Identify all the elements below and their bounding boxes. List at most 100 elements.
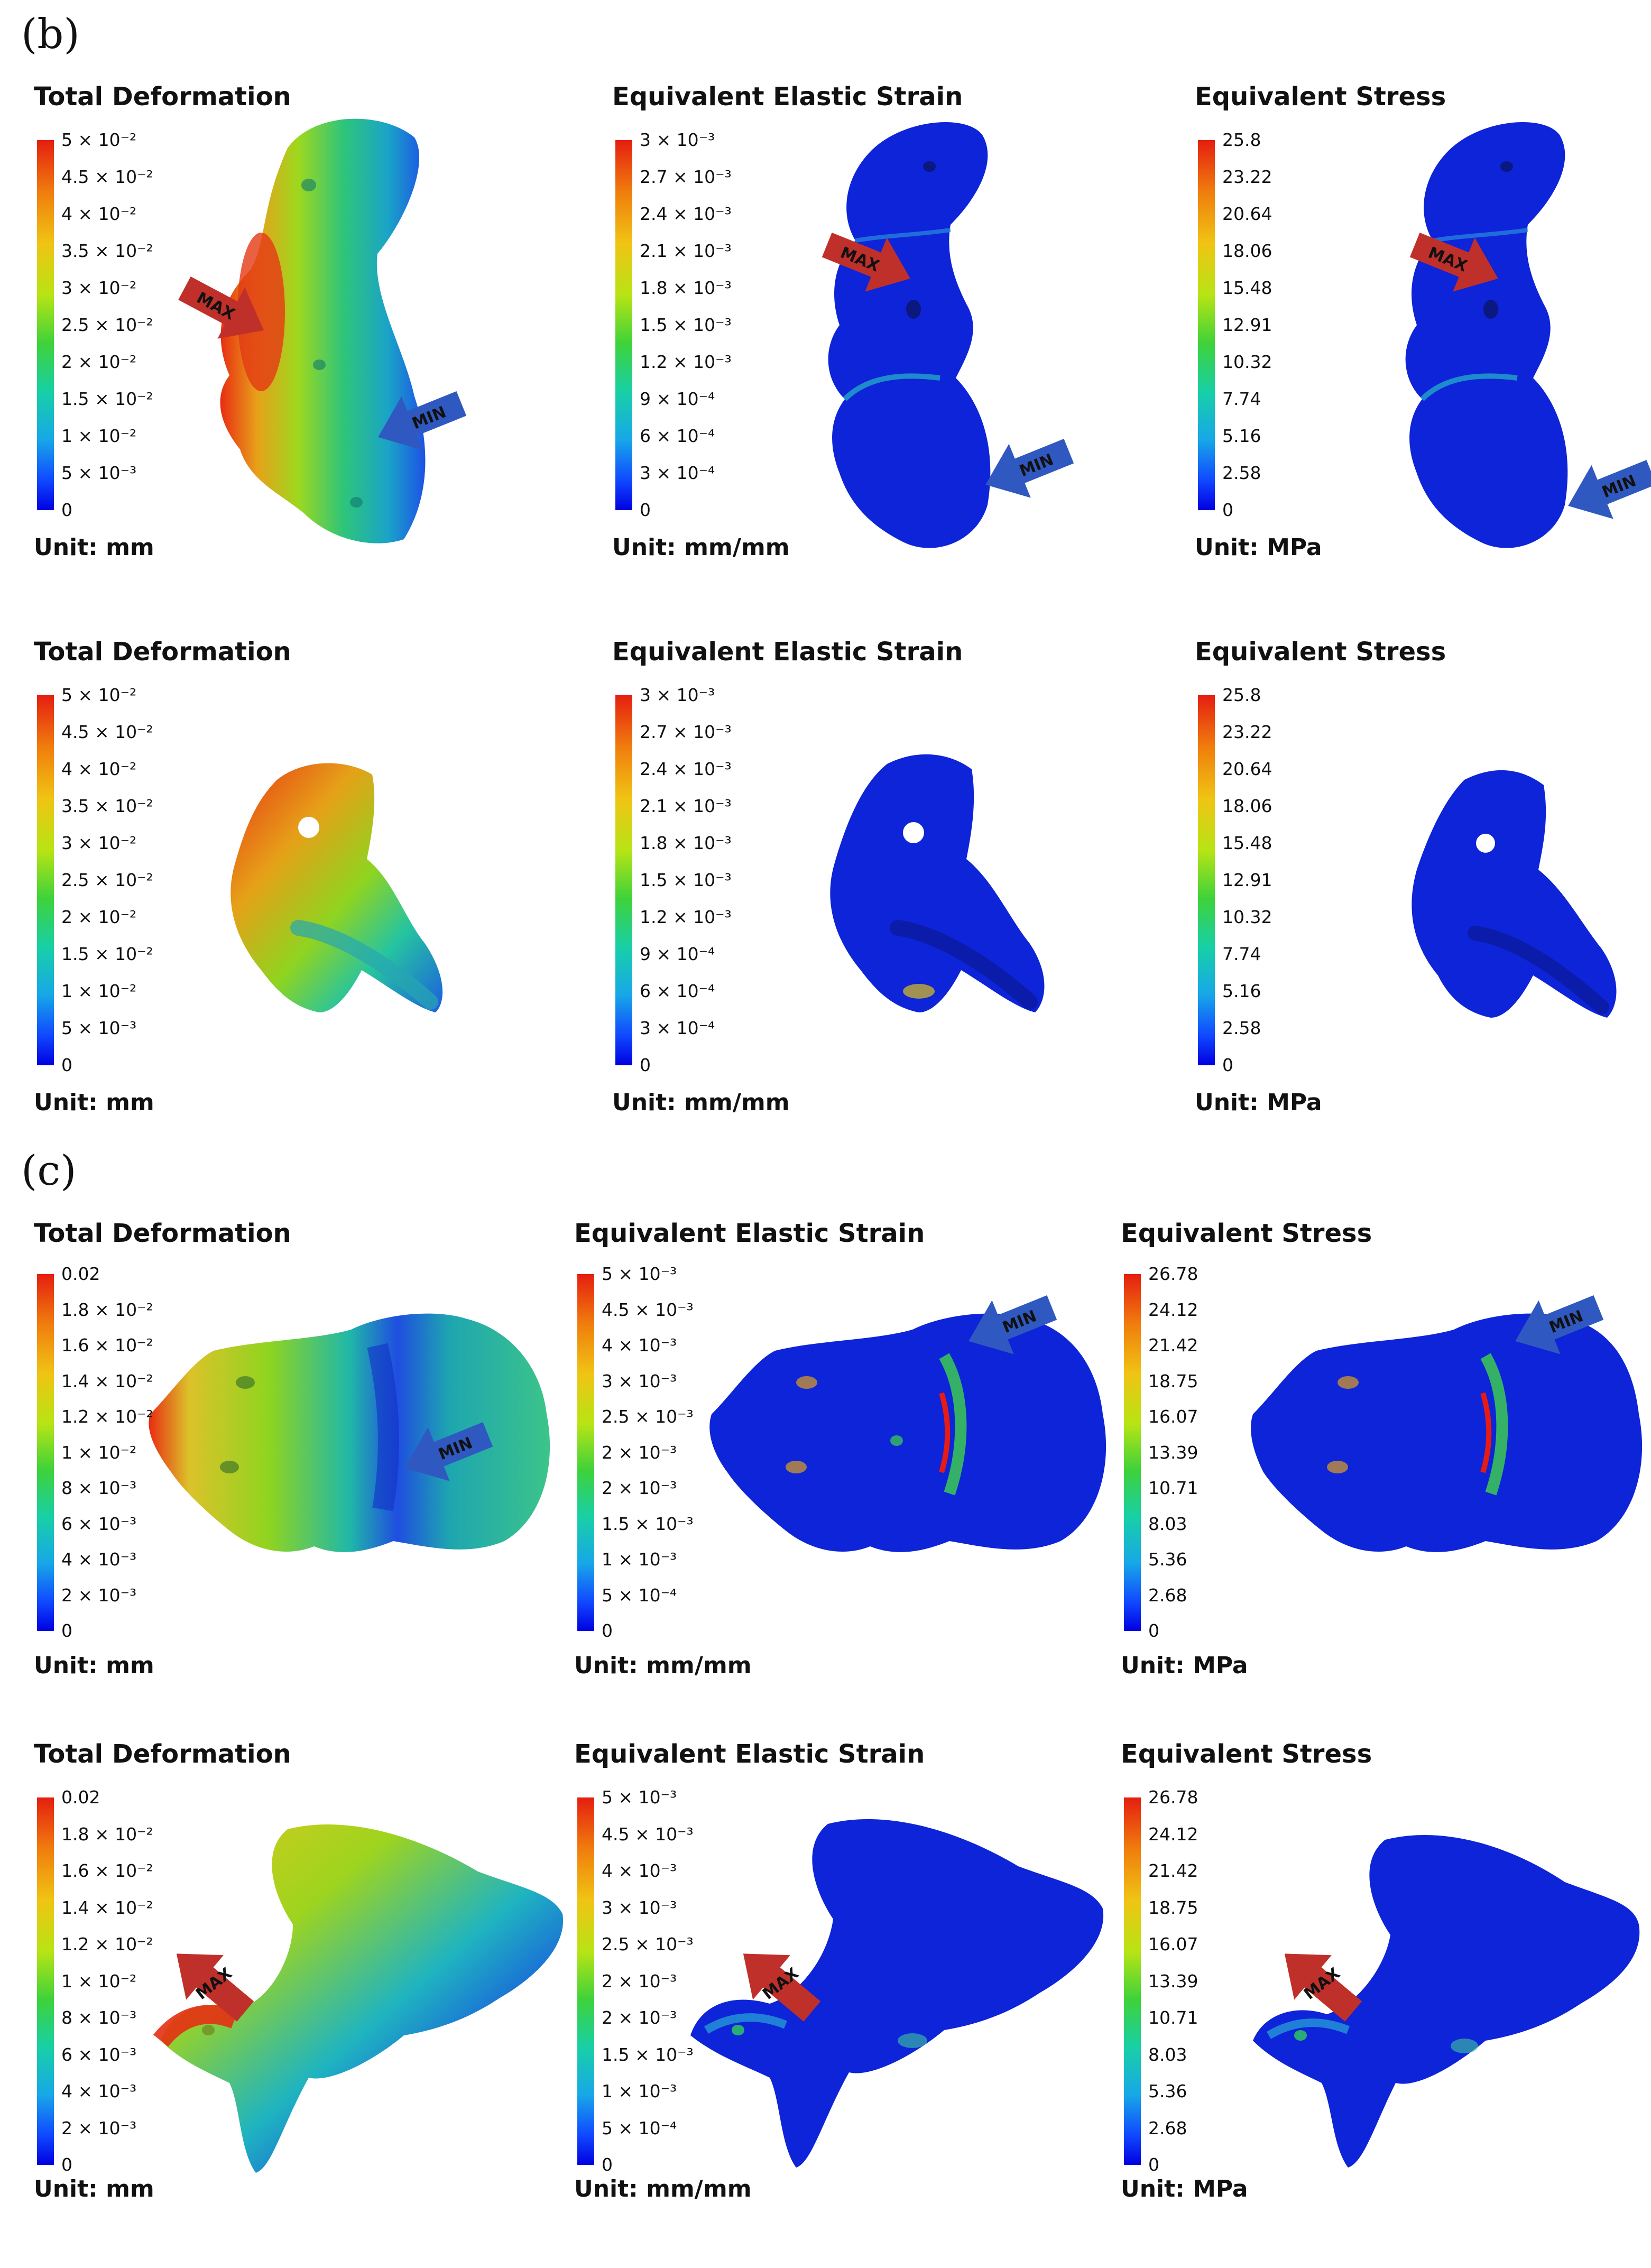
colorbar-tick-label: 2 × 10⁻³ [602, 1442, 677, 1463]
stress-model [1251, 1313, 1643, 1552]
colorbar-tick-label: 4 × 10⁻² [61, 759, 137, 779]
colorbar-tick-label: 4 × 10⁻³ [602, 1860, 677, 1881]
colorbar-tick-label: 9 × 10⁻⁴ [640, 944, 715, 964]
colorbar-tick-label: 10.71 [1148, 2007, 1198, 2028]
colorbar-tick-label: 24.12 [1148, 1823, 1198, 1845]
colorbar-tick-label: 5 × 10⁻³ [61, 463, 137, 483]
min-arrow: MIN [985, 438, 1074, 498]
colorbar-tick-label: 10.71 [1148, 1478, 1198, 1498]
colorbar-tick-label: 5 × 10⁻³ [602, 1264, 677, 1284]
colorbar-tick-label: 6 × 10⁻⁴ [640, 981, 715, 1001]
colorbar-tick-label: 5.16 [1222, 981, 1261, 1001]
colorbar [1198, 695, 1215, 1065]
colorbar-tick-label: 5.16 [1222, 426, 1261, 446]
colorbar-tick-label: 2.5 × 10⁻² [61, 315, 153, 335]
colorbar-tick-label: 1.5 × 10⁻³ [640, 315, 732, 335]
colorbar-tick-label: 2.1 × 10⁻³ [640, 796, 732, 816]
unit-label: Unit: mm [34, 1089, 154, 1116]
colorbar-tick-label: 1.6 × 10⁻² [61, 1335, 153, 1356]
colorbar-tick-label: 2 × 10⁻³ [61, 2117, 137, 2138]
colorbar-tick-label: 25.8 [1222, 685, 1261, 705]
colorbar-tick-label: 16.07 [1148, 1406, 1198, 1427]
colorbar-tick-label: 1.4 × 10⁻² [61, 1897, 153, 1918]
colorbar-tick-label: 2.68 [1148, 2117, 1187, 2138]
colorbar-tick-label: 2.7 × 10⁻³ [640, 722, 732, 742]
panel-title: Equivalent Elastic Strain [612, 82, 963, 112]
colorbar-tick-label: 0 [640, 1055, 651, 1075]
colorbar-tick-label: 1 × 10⁻³ [602, 2081, 677, 2101]
colorbar-tick-label: 2 × 10⁻³ [61, 1584, 137, 1606]
panel-title: Total Deformation [34, 1739, 291, 1769]
colorbar-tick-label: 1.4 × 10⁻² [61, 1370, 153, 1391]
colorbar-tick-label: 1 × 10⁻³ [602, 1549, 677, 1570]
colorbar [577, 1797, 594, 2165]
min-arrow: MIN [378, 391, 467, 450]
colorbar-tick-label: 1.5 × 10⁻³ [602, 1513, 694, 1534]
colorbar-tick-label: 8.03 [1148, 1513, 1187, 1534]
colorbar-tick-label: 2.58 [1222, 1018, 1261, 1038]
unit-label: Unit: MPa [1195, 1089, 1322, 1116]
colorbar-tick-label: 20.64 [1222, 759, 1272, 779]
colorbar [1198, 140, 1215, 510]
colorbar-tick-label: 23.22 [1222, 167, 1272, 187]
panel-c2-strain: Equivalent Elastic Strain Unit: mm/mm MA… [574, 1739, 1104, 2268]
colorbar-tick-label: 5 × 10⁻⁴ [602, 2117, 677, 2138]
strain-model [709, 1313, 1106, 1552]
colorbar-tick-label: 15.48 [1222, 833, 1272, 853]
colorbar [1124, 1274, 1141, 1631]
panel-c2-deformation: Total Deformation Unit: mm MAX 0.02 1.8 ×… [34, 1739, 564, 2268]
strain-model [830, 754, 1045, 1012]
max-arrow: MAX [743, 1953, 821, 2022]
colorbar-tick-label: 4 × 10⁻² [61, 204, 137, 224]
colorbar-tick-label: 18.06 [1222, 241, 1272, 261]
max-arrow: MAX [1284, 1953, 1362, 2022]
colorbar-tick-label: 23.22 [1222, 722, 1272, 742]
unit-label: Unit: MPa [1195, 534, 1322, 561]
section-label-b: (b) [21, 11, 80, 58]
min-arrow: MIN [1515, 1295, 1604, 1354]
colorbar-tick-label: 4.5 × 10⁻² [61, 167, 153, 187]
colorbar-tick-label: 3 × 10⁻³ [602, 1897, 677, 1918]
colorbar-tick-label: 1 × 10⁻² [61, 1970, 137, 1992]
stress-model [1405, 122, 1568, 548]
panel-b1-deformation: Total Deformation Unit: mm MAX MIN 5 × 1… [34, 82, 562, 611]
colorbar [37, 140, 54, 510]
colorbar-tick-label: 1 × 10⁻² [61, 426, 137, 446]
colorbar-tick-label: 26.78 [1148, 1787, 1198, 1808]
unit-label: Unit: mm [34, 2175, 154, 2202]
colorbar-tick-label: 8.03 [1148, 2044, 1187, 2065]
colorbar-tick-label: 2 × 10⁻³ [602, 2007, 677, 2028]
colorbar-tick-label: 0 [1222, 500, 1233, 520]
colorbar-tick-label: 2.58 [1222, 463, 1261, 483]
colorbar-tick-label: 1.8 × 10⁻² [61, 1823, 153, 1845]
panel-title: Total Deformation [34, 82, 291, 112]
colorbar-tick-label: 18.75 [1148, 1897, 1198, 1918]
colorbar-tick-label: 3 × 10⁻⁴ [640, 1018, 715, 1038]
colorbar [37, 1797, 54, 2165]
colorbar-tick-label: 12.91 [1222, 315, 1272, 335]
colorbar-tick-label: 5 × 10⁻³ [602, 1787, 677, 1808]
colorbar-tick-label: 1.5 × 10⁻² [61, 389, 153, 409]
colorbar-tick-label: 1.6 × 10⁻² [61, 1860, 153, 1881]
unit-label: Unit: mm/mm [612, 534, 790, 561]
colorbar-tick-label: 3.5 × 10⁻² [61, 241, 153, 261]
unit-label: Unit: mm/mm [574, 2175, 752, 2202]
colorbar-tick-label: 0 [1148, 1620, 1159, 1641]
colorbar [615, 695, 632, 1065]
colorbar-tick-label: 21.42 [1148, 1335, 1198, 1356]
colorbar-tick-label: 21.42 [1148, 1860, 1198, 1881]
colorbar-tick-label: 2.68 [1148, 1584, 1187, 1606]
colorbar-tick-label: 10.32 [1222, 352, 1272, 372]
strain-model [690, 1819, 1104, 2168]
panel-title: Equivalent Stress [1121, 1739, 1372, 1769]
deformation-model [230, 763, 443, 1012]
panel-title: Equivalent Stress [1121, 1219, 1372, 1248]
colorbar-tick-label: 0 [602, 2154, 613, 2175]
colorbar-tick-label: 3 × 10⁻² [61, 278, 137, 298]
colorbar-tick-label: 2 × 10⁻³ [602, 1970, 677, 1992]
colorbar-tick-label: 4 × 10⁻³ [61, 2081, 137, 2101]
colorbar-tick-label: 25.8 [1222, 130, 1261, 150]
panel-title: Total Deformation [34, 637, 291, 667]
colorbar-tick-label: 13.39 [1148, 1970, 1198, 1992]
colorbar-tick-label: 15.48 [1222, 278, 1272, 298]
